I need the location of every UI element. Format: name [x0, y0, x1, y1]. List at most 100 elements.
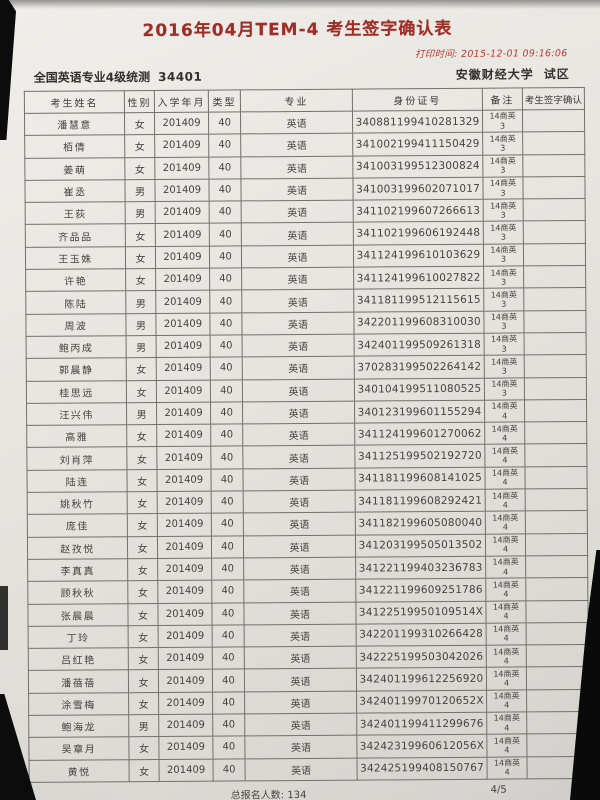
remark-cell: 14商英 3 [483, 199, 524, 222]
major-cell: 英语 [244, 668, 357, 692]
id-cell: 342201199608310030 [353, 310, 485, 335]
name-cell: 栢倩 [24, 135, 125, 159]
gender-cell: 女 [126, 469, 158, 492]
gender-cell: 男 [125, 313, 157, 336]
name-cell: 黄悦 [29, 759, 130, 783]
signature-cell [525, 555, 588, 579]
name-cell: 张晨晨 [27, 603, 129, 627]
remark-cell: 14商英 3 [482, 109, 523, 133]
total-count-value: 134 [287, 789, 307, 800]
candidate-table: 考生姓名 性别 入学年月 类型 专业 身份证号 备注 考生签字确认 潘慧意女 201409 40 英… [24, 87, 590, 783]
candidate-table-body: 潘慧意女 201409 40 英语 340881199410281329 14商英 3 栢倩女… [24, 109, 590, 783]
id-cell: 341182199605080040 [355, 511, 486, 535]
signature-cell [523, 265, 586, 289]
major-cell: 英语 [244, 735, 357, 759]
type-cell: 40 [210, 446, 243, 469]
name-cell: 涂雪梅 [28, 692, 129, 716]
id-cell: 341221199403236783 [355, 556, 486, 580]
type-cell: 40 [211, 513, 244, 536]
column-header-year: 入学年月 [154, 90, 209, 113]
major-cell: 英语 [242, 467, 356, 491]
year-cell: 201409 [157, 602, 213, 626]
name-cell: 姚秋竹 [27, 491, 128, 515]
type-cell: 40 [210, 379, 243, 402]
name-cell: 潘慧意 [24, 112, 125, 136]
remark-cell: 14商英 3 [482, 176, 524, 200]
site-suffix: 试区 [543, 67, 570, 82]
column-header-gender: 性别 [124, 90, 155, 113]
remark-cell: 14商英 4 [486, 756, 528, 780]
name-cell: 庞佳 [27, 514, 128, 538]
remark-cell: 14商英 4 [486, 645, 527, 668]
type-cell: 40 [211, 602, 245, 625]
type-cell: 40 [208, 178, 242, 202]
id-cell: 341125199502192720 [354, 444, 485, 468]
type-cell: 40 [212, 691, 245, 715]
year-cell: 201409 [157, 491, 212, 514]
signature-cell [524, 421, 587, 445]
photo-artifact-left [0, 586, 8, 650]
remark-cell: 14商英 4 [485, 555, 526, 579]
gender-cell: 女 [128, 625, 159, 648]
gender-cell: 男 [128, 714, 159, 738]
id-cell: 341124199610027822 [353, 266, 484, 290]
gender-cell: 女 [128, 736, 160, 760]
id-cell: 34242319960612056X [356, 734, 487, 758]
gender-cell: 女 [127, 558, 158, 581]
year-cell: 201409 [158, 624, 213, 648]
major-cell: 英语 [242, 356, 355, 380]
id-cell: 342401199509261318 [354, 333, 485, 357]
remark-cell: 14商英 3 [484, 377, 525, 401]
type-cell: 40 [210, 334, 243, 358]
year-cell: 201409 [159, 758, 214, 782]
type-cell: 40 [210, 401, 243, 425]
major-cell: 英语 [242, 445, 355, 469]
signature-cell [525, 577, 588, 601]
name-cell: 潘蓓蓓 [28, 670, 129, 694]
id-cell: 370283199502264142 [354, 355, 485, 379]
type-cell: 40 [210, 357, 243, 380]
name-cell: 鲍海龙 [28, 714, 129, 738]
gender-cell: 男 [125, 201, 156, 225]
column-header-type: 类型 [208, 89, 241, 113]
id-cell: 342201199310266428 [356, 623, 487, 647]
total-count-label: 总报名人数: [230, 790, 285, 800]
name-cell: 李真真 [27, 558, 128, 582]
major-cell: 英语 [241, 267, 354, 291]
type-cell: 40 [208, 156, 241, 180]
type-cell: 40 [212, 713, 245, 737]
name-cell: 顾秋秋 [27, 580, 128, 604]
year-cell: 201409 [156, 357, 211, 381]
id-cell: 341003199602071017 [352, 177, 484, 201]
remark-cell: 14商英 4 [484, 399, 525, 423]
year-cell: 201409 [157, 580, 212, 604]
major-cell: 英语 [240, 178, 354, 202]
signature-cell [525, 510, 588, 534]
remark-cell: 14商英 4 [486, 667, 527, 690]
name-cell: 刘肖萍 [26, 447, 127, 471]
type-cell: 40 [209, 223, 242, 246]
name-cell: 陈陆 [25, 291, 126, 315]
signature-cell [523, 243, 586, 267]
gender-cell: 女 [129, 759, 160, 782]
remark-cell: 14商英 3 [483, 221, 524, 244]
remark-cell: 14商英 3 [483, 310, 525, 334]
year-cell: 201409 [156, 468, 212, 492]
type-cell: 40 [211, 557, 244, 581]
name-cell: 齐品品 [25, 224, 126, 248]
id-cell: 341181199608141025 [354, 466, 486, 491]
type-cell: 40 [211, 490, 244, 514]
id-cell: 340881199410281329 [352, 110, 483, 134]
gender-cell: 女 [124, 157, 155, 180]
gender-cell: 女 [124, 112, 155, 136]
column-header-id: 身份证号 [352, 88, 483, 112]
remark-cell: 14商英 4 [484, 466, 526, 490]
exam-info: 全国英语专业4级统测 34401 [34, 68, 203, 86]
year-cell: 201409 [155, 223, 210, 247]
type-cell: 40 [212, 736, 245, 759]
remark-cell: 14商英 3 [484, 355, 525, 378]
column-header-sign: 考生签字确认 [522, 87, 585, 110]
type-cell: 40 [209, 245, 242, 269]
exam-code: 34401 [158, 69, 203, 84]
